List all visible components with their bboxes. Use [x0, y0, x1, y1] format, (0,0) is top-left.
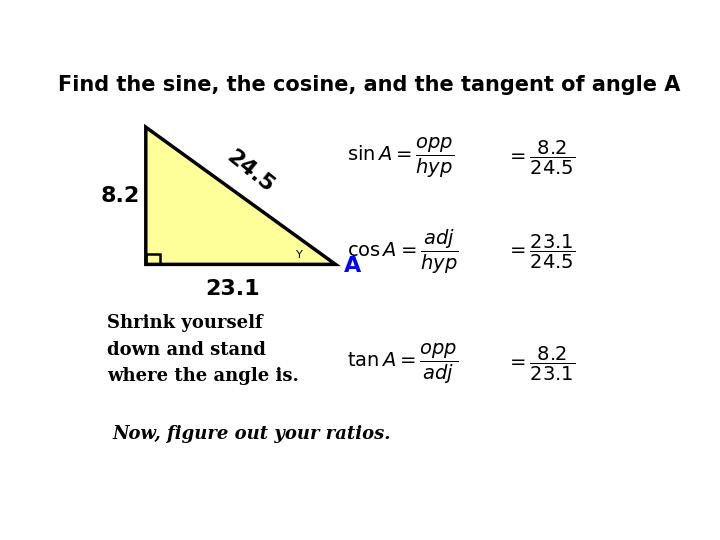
- Text: $\tan A = \dfrac{opp}{adj}$: $\tan A = \dfrac{opp}{adj}$: [347, 342, 458, 386]
- Text: 23.1: 23.1: [205, 279, 260, 299]
- Text: Shrink yourself
down and stand
where the angle is.: Shrink yourself down and stand where the…: [107, 314, 299, 385]
- Text: $= \dfrac{23.1}{24.5}$: $= \dfrac{23.1}{24.5}$: [505, 233, 575, 271]
- Bar: [145, 254, 160, 265]
- Polygon shape: [145, 127, 336, 265]
- Text: 24.5: 24.5: [222, 146, 277, 197]
- Text: $= \dfrac{8.2}{23.1}$: $= \dfrac{8.2}{23.1}$: [505, 345, 575, 383]
- Text: Now, figure out your ratios.: Now, figure out your ratios.: [112, 425, 391, 443]
- Text: $\cos A = \dfrac{adj}{hyp}$: $\cos A = \dfrac{adj}{hyp}$: [347, 228, 458, 276]
- Text: 8.2: 8.2: [101, 186, 140, 206]
- Text: $= \dfrac{8.2}{24.5}$: $= \dfrac{8.2}{24.5}$: [505, 139, 575, 178]
- Text: Find the sine, the cosine, and the tangent of angle A: Find the sine, the cosine, and the tange…: [58, 75, 680, 95]
- Text: A: A: [344, 256, 361, 276]
- Text: $\Upsilon$: $\Upsilon$: [295, 248, 304, 260]
- Text: $\sin A = \dfrac{opp}{hyp}$: $\sin A = \dfrac{opp}{hyp}$: [347, 136, 454, 180]
